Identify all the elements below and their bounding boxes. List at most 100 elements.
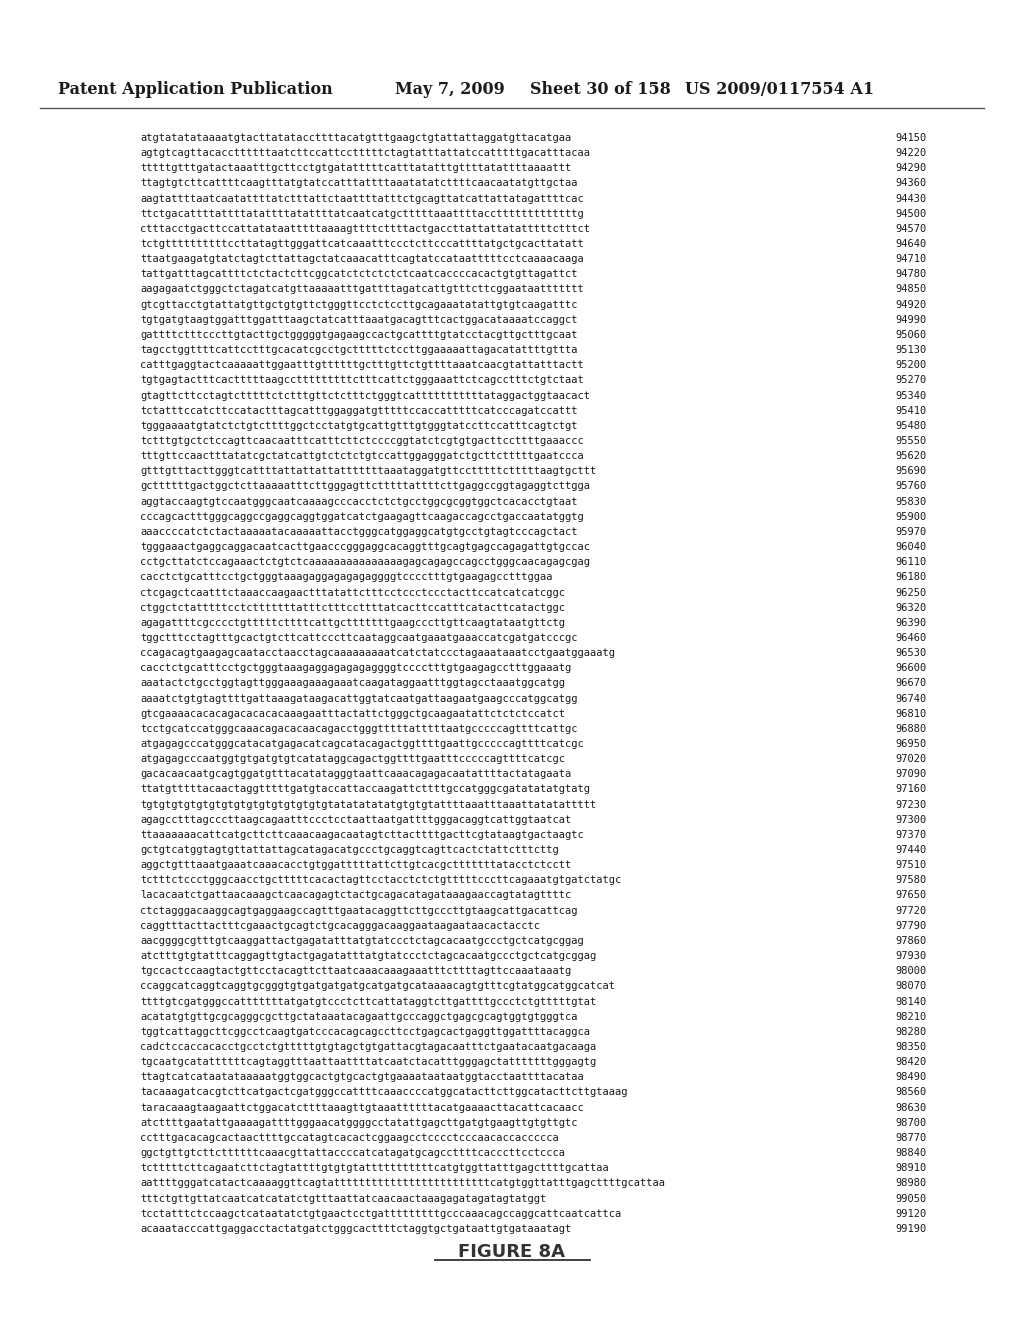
- Text: atctttgtgtatttcaggagttgtactgagatatttatgtatccctctagcacaatgccctgctcatgcggag: atctttgtgtatttcaggagttgtactgagatatttatgt…: [140, 952, 596, 961]
- Text: 96950: 96950: [895, 739, 927, 748]
- Text: 98910: 98910: [895, 1163, 927, 1173]
- Text: gctgtcatggtagtgttattattagcatagacatgccctgcaggtcagttcactctattctttcttg: gctgtcatggtagtgttattattagcatagacatgccctg…: [140, 845, 559, 855]
- Text: tgccactccaagtactgttcctacagttcttaatcaaacaaagaaatttcttttagttccaaataaatg: tgccactccaagtactgttcctacagttcttaatcaaaca…: [140, 966, 571, 977]
- Text: gattttctttcccttgtacttgctgggggtgagaagccactgcattttgtatcctacgttgctttgcaat: gattttctttcccttgtacttgctgggggtgagaagccac…: [140, 330, 578, 341]
- Text: ttttgtcgatgggccatttttttatgatgtccctcttcattataggtcttgattttgccctctgtttttgtat: ttttgtcgatgggccatttttttatgatgtccctcttcat…: [140, 997, 596, 1007]
- Text: atgagagcccatgggcatacatgagacatcagcatacagactggttttgaattgcccccagttttcatcgc: atgagagcccatgggcatacatgagacatcagcatacaga…: [140, 739, 584, 748]
- Text: 96180: 96180: [895, 573, 927, 582]
- Text: 97510: 97510: [895, 861, 927, 870]
- Text: aggtaccaagtgtccaatgggcaatcaaaagcccacctctctgcctggcgcggtggctcacacctgtaat: aggtaccaagtgtccaatgggcaatcaaaagcccacctct…: [140, 496, 578, 507]
- Text: 97860: 97860: [895, 936, 927, 946]
- Text: 94150: 94150: [895, 133, 927, 143]
- Text: 98700: 98700: [895, 1118, 927, 1127]
- Text: 94640: 94640: [895, 239, 927, 249]
- Text: 98140: 98140: [895, 997, 927, 1007]
- Text: 94360: 94360: [895, 178, 927, 189]
- Text: 95830: 95830: [895, 496, 927, 507]
- Text: 94500: 94500: [895, 209, 927, 219]
- Text: tttctgttgttatcaatcatcatatctgtttaattatcaacaactaaagagatagatagtatggt: tttctgttgttatcaatcatcatatctgtttaattatcaa…: [140, 1193, 546, 1204]
- Text: 95760: 95760: [895, 482, 927, 491]
- Text: acaaatacccattgaggacctactatgatctgggcacttttctaggtgctgataattgtgataaatagt: acaaatacccattgaggacctactatgatctgggcacttt…: [140, 1224, 571, 1234]
- Text: lacacaatctgattaacaaagctcaacagagtctactgcagacatagataaagaaccagtatagttttc: lacacaatctgattaacaaagctcaacagagtctactgca…: [140, 891, 571, 900]
- Text: tttttgtttgatactaaatttgcttcctgtgatatttttcatttatatttgttttatattttaaaattt: tttttgtttgatactaaatttgcttcctgtgatatttttc…: [140, 164, 571, 173]
- Text: 94430: 94430: [895, 194, 927, 203]
- Text: tagcctggttttcattcctttgcacatcgcctgctttttctccttggaaaaattagacatattttgttta: tagcctggttttcattcctttgcacatcgcctgctttttc…: [140, 345, 578, 355]
- Text: Patent Application Publication: Patent Application Publication: [58, 82, 333, 99]
- Text: cctttgacacagcactaacttttgccatagtcacactcggaagcctcccctcccaacaccaccccca: cctttgacacagcactaacttttgccatagtcacactcgg…: [140, 1133, 559, 1143]
- Text: 97930: 97930: [895, 952, 927, 961]
- Text: atgtatatataaaatgtacttatataccttttacatgtttgaagctgtattattaggatgttacatgaa: atgtatatataaaatgtacttatataccttttacatgttt…: [140, 133, 571, 143]
- Text: 95340: 95340: [895, 391, 927, 400]
- Text: 98490: 98490: [895, 1072, 927, 1082]
- Text: 94710: 94710: [895, 255, 927, 264]
- Text: 97720: 97720: [895, 906, 927, 916]
- Text: aattttgggatcatactcaaaaggttcagtatttttttttttttttttttttttttcatgtggttatttgagcttttgca: aattttgggatcatactcaaaaggttcagtattttttttt…: [140, 1179, 665, 1188]
- Text: 95200: 95200: [895, 360, 927, 370]
- Text: 96390: 96390: [895, 618, 927, 628]
- Text: 95410: 95410: [895, 405, 927, 416]
- Text: 97230: 97230: [895, 800, 927, 809]
- Text: 98840: 98840: [895, 1148, 927, 1158]
- Text: ggctgttgtcttcttttttcaaacgttattaccccatcatagatgcagccttttcacccttcctccca: ggctgttgtcttcttttttcaaacgttattaccccatcat…: [140, 1148, 565, 1158]
- Text: 96740: 96740: [895, 693, 927, 704]
- Text: 98770: 98770: [895, 1133, 927, 1143]
- Text: ttagtgtcttcattttcaagtttatgtatccatttattttaaatatatcttttcaacaatatgttgctaa: ttagtgtcttcattttcaagtttatgtatccatttatttt…: [140, 178, 578, 189]
- Text: 97790: 97790: [895, 921, 927, 931]
- Text: 97090: 97090: [895, 770, 927, 779]
- Text: 95480: 95480: [895, 421, 927, 430]
- Text: tgtgatgtaagtggatttggatttaagctatcatttaaatgacagtttcactggacataaaatccaggct: tgtgatgtaagtggatttggatttaagctatcatttaaat…: [140, 314, 578, 325]
- Text: tctttctccctgggcaacctgctttttcacactagttcctacctctctgtttttcccttcagaaatgtgatctatgc: tctttctccctgggcaacctgctttttcacactagttcct…: [140, 875, 622, 886]
- Text: 97650: 97650: [895, 891, 927, 900]
- Text: ctcgagctcaatttctaaaccaagaactttatattctttcctccctccctacttccatcatcatcggc: ctcgagctcaatttctaaaccaagaactttatattctttc…: [140, 587, 565, 598]
- Text: 97440: 97440: [895, 845, 927, 855]
- Text: 98630: 98630: [895, 1102, 927, 1113]
- Text: aaaccccatctctactaaaaatacaaaaattacctgggcatggaggcatgtgcctgtagtcccagctact: aaaccccatctctactaaaaatacaaaaattacctgggca…: [140, 527, 578, 537]
- Text: 96600: 96600: [895, 663, 927, 673]
- Text: 96880: 96880: [895, 723, 927, 734]
- Text: 96530: 96530: [895, 648, 927, 659]
- Text: ctctagggacaaggcagtgaggaagccagtttgaatacaggttcttgcccttgtaagcattgacattcag: ctctagggacaaggcagtgaggaagccagtttgaatacag…: [140, 906, 578, 916]
- Text: tgggaaaatgtatctctgtcttttggctcctatgtgcattgtttgtgggtatccttccatttcagtctgt: tgggaaaatgtatctctgtcttttggctcctatgtgcatt…: [140, 421, 578, 430]
- Text: 96250: 96250: [895, 587, 927, 598]
- Text: cacctctgcatttcctgctgggtaaagaggagagagaggggtcccctttgtgaagagcctttggaaatg: cacctctgcatttcctgctgggtaaagaggagagagaggg…: [140, 663, 571, 673]
- Text: agagattttcgcccctgtttttcttttcattgctttttttgaagcccttgttcaagtataatgttctg: agagattttcgcccctgtttttcttttcattgcttttttt…: [140, 618, 565, 628]
- Text: 98280: 98280: [895, 1027, 927, 1036]
- Text: 98420: 98420: [895, 1057, 927, 1067]
- Text: Sheet 30 of 158: Sheet 30 of 158: [530, 82, 671, 99]
- Text: 96320: 96320: [895, 603, 927, 612]
- Text: 95900: 95900: [895, 512, 927, 521]
- Text: tgtgagtactttcactttttaagcctttttttttctttcattctgggaaattctcagcctttctgtctaat: tgtgagtactttcactttttaagcctttttttttctttca…: [140, 375, 584, 385]
- Text: atgagagcccaatggtgtgatgtgtcatataggcagactggttttgaatttcccccagttttcatcgc: atgagagcccaatggtgtgatgtgtcatataggcagactg…: [140, 754, 565, 764]
- Text: US 2009/0117554 A1: US 2009/0117554 A1: [685, 82, 874, 99]
- Text: tgtgtgtgtgtgtgtgtgtgtgtgtgtgtgtatatatatatgtgtgtattttaaatttaaattatatattttt: tgtgtgtgtgtgtgtgtgtgtgtgtgtgtgtatatatata…: [140, 800, 596, 809]
- Text: 99120: 99120: [895, 1209, 927, 1218]
- Text: FIGURE 8A: FIGURE 8A: [459, 1243, 565, 1261]
- Text: taracaaagtaagaattctggacatcttttaaagttgtaaattttttacatgaaaacttacattcacaacc: taracaaagtaagaattctggacatcttttaaagttgtaa…: [140, 1102, 584, 1113]
- Text: agtgtcagttacaccttttttaatcttccattcctttttctagtatttattatccatttttgacatttacaa: agtgtcagttacaccttttttaatcttccattcctttttc…: [140, 148, 590, 158]
- Text: aagtattttaatcaatattttatctttattctaattttatttctgcagttatcattattatagattttcac: aagtattttaatcaatattttatctttattctaattttat…: [140, 194, 584, 203]
- Text: tgggaaactgaggcaggacaatcacttgaacccgggaggcacaggtttgcagtgagccagagattgtgccac: tgggaaactgaggcaggacaatcacttgaacccgggaggc…: [140, 543, 590, 552]
- Text: May 7, 2009: May 7, 2009: [395, 82, 505, 99]
- Text: aacggggcgtttgtcaaggattactgagatatttatgtatccctctagcacaatgccctgctcatgcggag: aacggggcgtttgtcaaggattactgagatatttatgtat…: [140, 936, 584, 946]
- Text: 95130: 95130: [895, 345, 927, 355]
- Text: 97160: 97160: [895, 784, 927, 795]
- Text: 97020: 97020: [895, 754, 927, 764]
- Text: tgcaatgcatattttttcagtaggtttaattaattttatcaatctacatttgggagctatttttttgggagtg: tgcaatgcatattttttcagtaggtttaattaattttatc…: [140, 1057, 596, 1067]
- Text: ttatgtttttacaactaggtttttgatgtaccattaccaagattcttttgccatgggcgatatatatgtatg: ttatgtttttacaactaggtttttgatgtaccattaccaa…: [140, 784, 590, 795]
- Text: 94220: 94220: [895, 148, 927, 158]
- Text: cctgcttatctccagaaactctgtctcaaaaaaaaaaaaaaagagcagagccagcctgggcaacagagcgag: cctgcttatctccagaaactctgtctcaaaaaaaaaaaaa…: [140, 557, 590, 568]
- Text: 99190: 99190: [895, 1224, 927, 1234]
- Text: 96460: 96460: [895, 634, 927, 643]
- Text: 98210: 98210: [895, 1011, 927, 1022]
- Text: tattgatttagcattttctctactcttcggcatctctctctctcaatcaccccacactgtgttagattct: tattgatttagcattttctctactcttcggcatctctctc…: [140, 269, 578, 280]
- Text: aaaatctgtgtagttttgattaaagataagacattggtatcaatgattaagaatgaagcccatggcatgg: aaaatctgtgtagttttgattaaagataagacattggtat…: [140, 693, 578, 704]
- Text: ttagtcatcataatataaaaatggtggcactgtgcactgtgaaaataataatggtacctaattttacataa: ttagtcatcataatataaaaatggtggcactgtgcactgt…: [140, 1072, 584, 1082]
- Text: tacaaagatcacgtcttcatgactcgatgggccattttcaaaccccatggcatacttcttggcatacttcttgtaaag: tacaaagatcacgtcttcatgactcgatgggccattttca…: [140, 1088, 628, 1097]
- Text: 95970: 95970: [895, 527, 927, 537]
- Text: tctgttttttttttccttatagttgggattcatcaaatttccctcttcccattttatgctgcacttatatt: tctgttttttttttccttatagttgggattcatcaaattt…: [140, 239, 584, 249]
- Text: 97300: 97300: [895, 814, 927, 825]
- Text: 94850: 94850: [895, 285, 927, 294]
- Text: ttctgacattttattttatattttatattttatcaatcatgctttttaaattttacctttttttttttttg: ttctgacattttattttatattttatattttatcaatcat…: [140, 209, 584, 219]
- Text: 94920: 94920: [895, 300, 927, 310]
- Text: 95690: 95690: [895, 466, 927, 477]
